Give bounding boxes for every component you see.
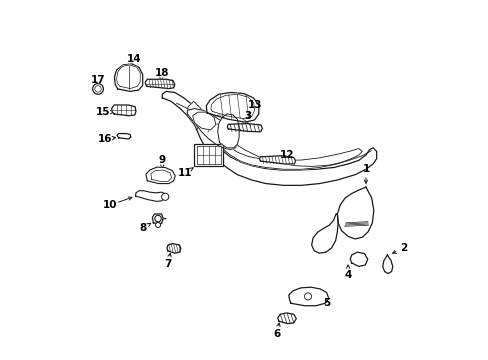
Polygon shape: [187, 102, 362, 169]
Text: 15: 15: [96, 107, 110, 117]
Polygon shape: [206, 93, 258, 122]
Polygon shape: [152, 214, 163, 224]
Circle shape: [162, 193, 168, 201]
Text: 2: 2: [399, 243, 406, 253]
Polygon shape: [259, 156, 295, 164]
Polygon shape: [114, 64, 142, 91]
Polygon shape: [151, 170, 171, 181]
Text: 14: 14: [126, 54, 141, 64]
Circle shape: [304, 293, 311, 300]
Text: 5: 5: [323, 298, 329, 308]
Polygon shape: [135, 191, 165, 202]
Text: 11: 11: [178, 168, 192, 178]
Circle shape: [155, 215, 161, 222]
Polygon shape: [382, 255, 392, 274]
Text: 3: 3: [244, 111, 251, 121]
Polygon shape: [145, 167, 175, 184]
Polygon shape: [116, 65, 140, 89]
Polygon shape: [187, 109, 237, 150]
Polygon shape: [111, 105, 136, 116]
Text: 9: 9: [159, 156, 165, 165]
Text: 7: 7: [163, 259, 171, 269]
Polygon shape: [288, 287, 328, 306]
Text: 13: 13: [247, 100, 262, 110]
Text: 16: 16: [98, 134, 112, 144]
Polygon shape: [311, 214, 337, 253]
Polygon shape: [217, 114, 239, 148]
Polygon shape: [117, 134, 131, 139]
Text: 10: 10: [103, 200, 118, 210]
Polygon shape: [277, 313, 296, 324]
Text: 8: 8: [139, 223, 146, 233]
Polygon shape: [192, 112, 216, 130]
Polygon shape: [162, 91, 376, 185]
Text: 1: 1: [362, 164, 369, 174]
Polygon shape: [227, 123, 262, 132]
Text: 18: 18: [155, 68, 169, 78]
Circle shape: [155, 222, 160, 228]
Polygon shape: [349, 252, 367, 266]
Ellipse shape: [93, 84, 103, 94]
Text: 4: 4: [344, 270, 351, 280]
Polygon shape: [145, 79, 175, 89]
Text: 12: 12: [280, 150, 294, 160]
Polygon shape: [337, 187, 373, 239]
Ellipse shape: [95, 86, 101, 92]
Polygon shape: [166, 244, 181, 253]
Text: 6: 6: [272, 329, 280, 339]
Bar: [194, 144, 223, 166]
Text: 17: 17: [91, 75, 105, 85]
Bar: [196, 146, 221, 163]
Polygon shape: [210, 94, 254, 118]
